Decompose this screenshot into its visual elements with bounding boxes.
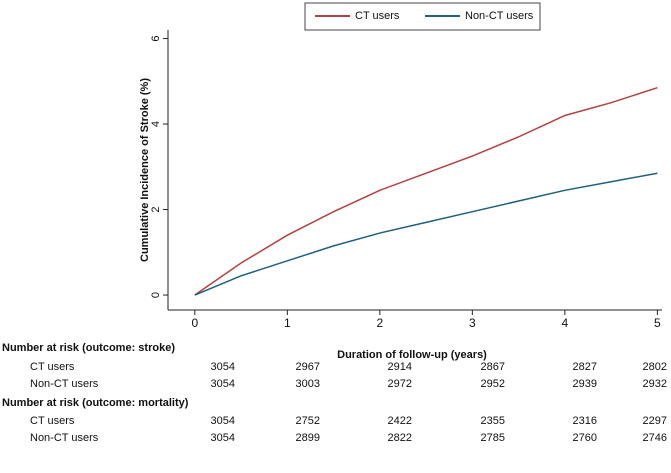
x-tick-label: 0 — [191, 316, 198, 330]
table-cell: 2972 — [388, 378, 412, 390]
table-row-label: CT users — [30, 361, 75, 373]
series-line — [194, 172, 658, 296]
table-cell: 2914 — [388, 361, 412, 373]
table-cell: 2822 — [388, 432, 412, 444]
table-cell: 2760 — [573, 432, 597, 444]
table-cell: 2932 — [643, 378, 667, 390]
table-row-label: Non-CT users — [30, 432, 99, 444]
y-tick-label: 6 — [150, 35, 162, 41]
table-cell: 2899 — [296, 432, 320, 444]
x-tick-label: 4 — [562, 316, 569, 330]
table-cell: 2316 — [573, 415, 597, 427]
y-tick-label: 4 — [150, 121, 162, 127]
x-tick-label: 1 — [284, 316, 291, 330]
x-tick-label: 5 — [654, 316, 661, 330]
y-tick-label: 2 — [150, 206, 162, 212]
x-axis-label: Duration of follow-up (years) — [337, 349, 487, 361]
table-cell: 2827 — [573, 361, 597, 373]
table-cell: 2939 — [573, 378, 597, 390]
table-row-label: CT users — [30, 415, 75, 427]
table-row-label: Non-CT users — [30, 378, 99, 390]
legend-label: CT users — [355, 10, 400, 22]
x-tick-label: 2 — [377, 316, 384, 330]
table-cell: 3054 — [211, 432, 235, 444]
table-cell: 2785 — [481, 432, 505, 444]
table-cell: 2752 — [296, 415, 320, 427]
table-cell: 3054 — [211, 361, 235, 373]
y-tick-label: 0 — [150, 292, 162, 298]
x-tick-label: 3 — [469, 316, 476, 330]
table-cell: 2802 — [643, 361, 667, 373]
table-cell: 2422 — [388, 415, 412, 427]
y-axis-label: Cumulative Incidence of Stroke (%) — [139, 78, 151, 262]
table-section-title: Number at risk (outcome: mortality) — [2, 397, 189, 409]
table-cell: 2297 — [643, 415, 667, 427]
series-line — [194, 86, 658, 296]
table-cell: 3054 — [211, 378, 235, 390]
legend-label: Non-CT users — [465, 10, 534, 22]
table-cell: 2867 — [481, 361, 505, 373]
table-cell: 3054 — [211, 415, 235, 427]
table-section-title: Number at risk (outcome: stroke) — [2, 342, 175, 354]
table-cell: 3003 — [296, 378, 320, 390]
table-cell: 2355 — [481, 415, 505, 427]
table-cell: 2746 — [643, 432, 667, 444]
table-cell: 2967 — [296, 361, 320, 373]
table-cell: 2952 — [481, 378, 505, 390]
